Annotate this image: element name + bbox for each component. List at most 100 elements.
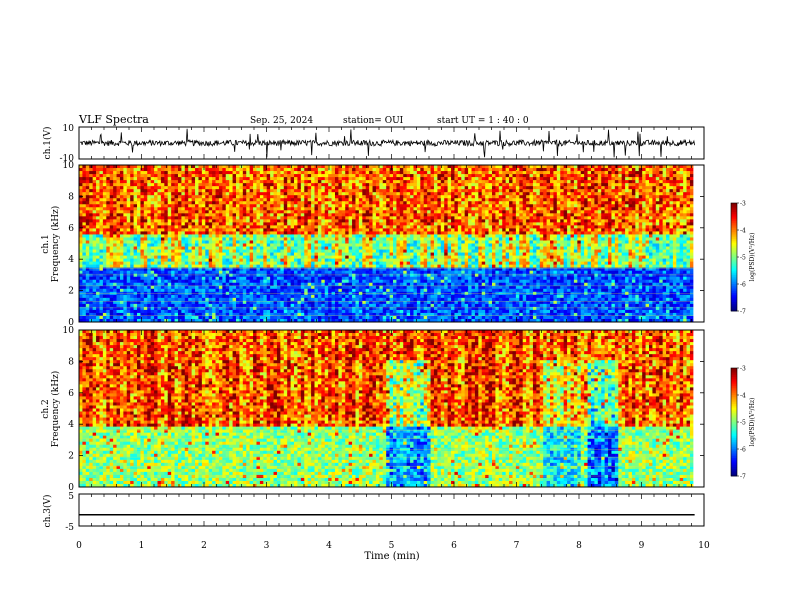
- spectrogram-cell: [366, 219, 370, 222]
- spectrogram-cell: [335, 204, 339, 207]
- spectrogram-cell: [198, 180, 202, 183]
- spectrogram-cell: [383, 219, 387, 222]
- spectrogram-cell: [175, 307, 179, 310]
- spectrogram-cell: [181, 304, 185, 307]
- spectrogram-cell: [369, 286, 373, 289]
- spectrogram-cell: [93, 177, 97, 180]
- spectrogram-cell: [236, 210, 240, 213]
- spectrogram-cell: [362, 295, 366, 298]
- spectrogram-cell: [202, 171, 206, 174]
- spectrogram-cell: [321, 310, 325, 313]
- spectrogram-cell: [168, 304, 172, 307]
- spectrogram-cell: [386, 198, 390, 201]
- spectrogram-cell: [396, 316, 400, 319]
- spectrogram-cell: [291, 180, 295, 183]
- spectrogram-cell: [178, 316, 182, 319]
- spectrogram-cell: [239, 183, 243, 186]
- spectrogram-cell: [362, 268, 366, 271]
- spectrogram-cell: [308, 171, 312, 174]
- spectrogram-cell: [96, 222, 100, 225]
- spectrogram-cell: [205, 222, 209, 225]
- spectrogram-cell: [379, 253, 383, 256]
- spectrogram-cell: [219, 250, 223, 253]
- spectrogram-cell: [376, 247, 380, 250]
- spectrogram-cell: [362, 192, 366, 195]
- spectrogram-cell: [256, 222, 260, 225]
- spectrogram-cell: [352, 201, 356, 204]
- spectrogram-cell: [117, 310, 121, 313]
- spectrogram-cell: [396, 295, 400, 298]
- spectrogram-cell: [403, 277, 407, 280]
- spectrogram-cell: [301, 216, 305, 219]
- spectrogram-cell: [400, 271, 404, 274]
- spectrogram-cell: [89, 219, 93, 222]
- spectrogram-cell: [338, 192, 342, 195]
- spectrogram-cell: [393, 195, 397, 198]
- spectrogram-cell: [82, 174, 86, 177]
- spectrogram-cell: [260, 189, 264, 192]
- spectrogram-cell: [123, 265, 127, 268]
- spectrogram-cell: [82, 183, 86, 186]
- spectrogram-cell: [82, 237, 86, 240]
- spectrogram-cell: [222, 240, 226, 243]
- spectrogram-cell: [93, 183, 97, 186]
- spectrogram-cell: [79, 268, 83, 271]
- spectrogram-cell: [345, 219, 349, 222]
- spectrogram-cell: [379, 204, 383, 207]
- spectrogram-cell: [396, 171, 400, 174]
- spectrogram-cell: [198, 253, 202, 256]
- spectrogram-cell: [202, 298, 206, 301]
- spectrogram-cell: [226, 207, 230, 210]
- spectrogram-cell: [168, 219, 172, 222]
- spectrogram-cell: [205, 171, 209, 174]
- spectrogram-cell: [287, 180, 291, 183]
- spectrogram-cell: [396, 262, 400, 265]
- spectrogram-cell: [147, 298, 151, 301]
- spectrogram-cell: [192, 240, 196, 243]
- spectrogram-cell: [270, 247, 274, 250]
- spectrogram-cell: [284, 192, 288, 195]
- spectrogram-cell: [113, 268, 117, 271]
- spectrogram-cell: [89, 271, 93, 274]
- spectrogram-cell: [267, 222, 271, 225]
- spectrogram-cell: [195, 289, 199, 292]
- spectrogram-cell: [168, 244, 172, 247]
- spectrogram-cell: [89, 280, 93, 283]
- spectrogram-cell: [79, 216, 83, 219]
- spectrogram-cell: [366, 180, 370, 183]
- spectrogram-cell: [270, 250, 274, 253]
- spectrogram-cell: [168, 213, 172, 216]
- spectrogram-cell: [239, 204, 243, 207]
- spectrogram-cell: [229, 207, 233, 210]
- spectrogram-cell: [383, 204, 387, 207]
- spectrogram-cell: [267, 307, 271, 310]
- spectrogram-cell: [315, 183, 319, 186]
- spectrogram-cell: [239, 192, 243, 195]
- spectrogram-cell: [89, 216, 93, 219]
- spectrogram-cell: [181, 289, 185, 292]
- spectrogram-cell: [229, 298, 233, 301]
- spectrogram-cell: [154, 271, 158, 274]
- spectrogram-cell: [127, 256, 131, 259]
- spectrogram-cell: [239, 177, 243, 180]
- spectrogram-cell: [192, 168, 196, 171]
- spectrogram-cell: [267, 240, 271, 243]
- spectrogram-cell: [287, 168, 291, 171]
- spectrogram-cell: [229, 295, 233, 298]
- spectrogram-cell: [123, 213, 127, 216]
- spectrogram-cell: [123, 231, 127, 234]
- spectrogram-cell: [311, 228, 315, 231]
- spectrogram-cell: [99, 286, 103, 289]
- spectrogram-cell: [123, 174, 127, 177]
- spectrogram-cell: [359, 201, 363, 204]
- spectrogram-cell: [103, 201, 107, 204]
- spectrogram-cell: [267, 234, 271, 237]
- spectrogram-cell: [308, 274, 312, 277]
- spectrogram-cell: [130, 280, 134, 283]
- spectrogram-cell: [181, 256, 185, 259]
- spectrogram-cell: [253, 210, 257, 213]
- spectrogram-cell: [168, 174, 172, 177]
- spectrogram-cell: [256, 198, 260, 201]
- spectrogram-cell: [93, 262, 97, 265]
- spectrogram-cell: [178, 186, 182, 189]
